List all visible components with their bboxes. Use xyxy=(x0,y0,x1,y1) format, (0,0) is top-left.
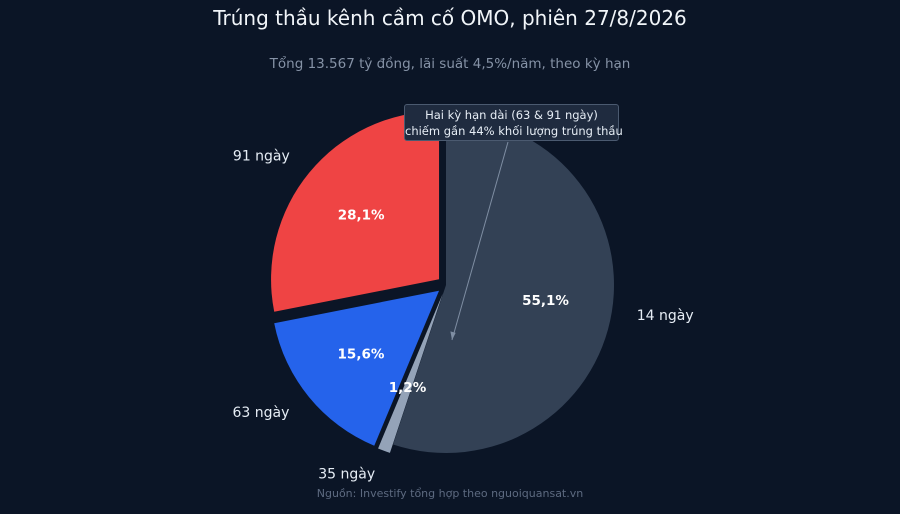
slice-value-label: 28,1% xyxy=(338,207,385,223)
chart-subtitle: Tổng 13.567 tỷ đồng, lãi suất 4,5%/năm, … xyxy=(269,56,631,72)
slice-value-label: 15,6% xyxy=(338,346,385,362)
slice-category-label: 14 ngày xyxy=(637,308,694,324)
pie-slice-35-ngay xyxy=(378,293,443,453)
chart-title: Trúng thầu kênh cầm cố OMO, phiên 27/8/2… xyxy=(213,6,687,30)
annotation-line-2: chiếm gần 44% khối lượng trúng thầu xyxy=(405,124,623,138)
chart-source: Nguồn: Investify tổng hợp theo nguoiquan… xyxy=(316,487,584,500)
annotation-line-1: Hai kỳ hạn dài (63 & 91 ngày) xyxy=(425,108,598,122)
pie-slice-63-ngay xyxy=(274,290,440,446)
annotation-arrow xyxy=(451,141,509,341)
annotation-arrowhead xyxy=(450,331,456,340)
slice-category-label: 63 ngày xyxy=(233,405,290,421)
pie-slice-91-ngay xyxy=(271,111,440,312)
slice-category-label: 91 ngày xyxy=(233,149,290,165)
slice-value-label: 1,2% xyxy=(389,380,427,396)
slice-value-label: 55,1% xyxy=(522,293,569,309)
slice-category-label: 35 ngày xyxy=(318,466,375,482)
annotation-box: Hai kỳ hạn dài (63 & 91 ngày) chiếm gần … xyxy=(404,104,623,141)
pie-slice-14-ngay xyxy=(393,117,615,453)
